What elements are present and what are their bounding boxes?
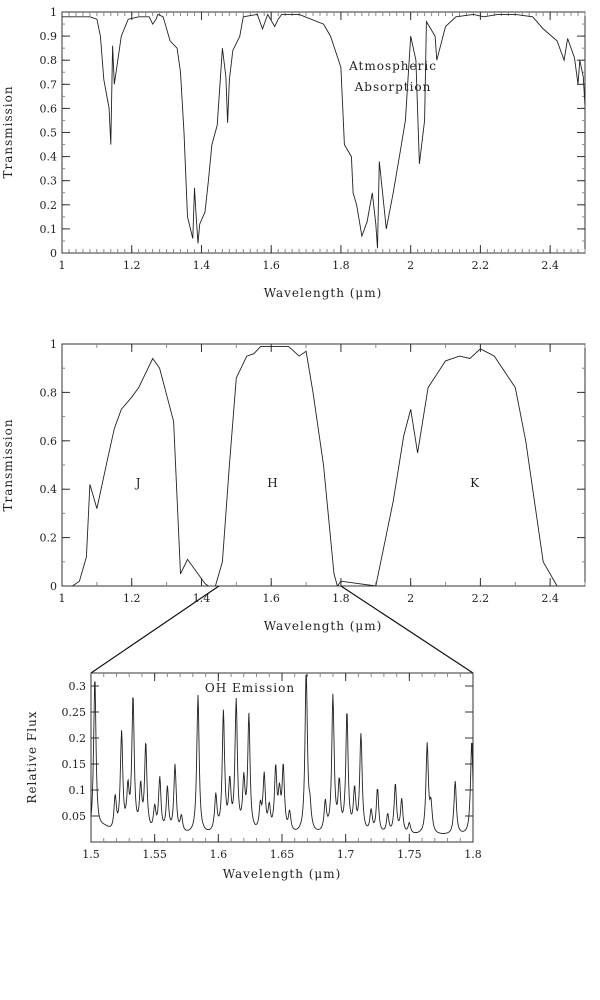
plot3-annotation: OH Emission xyxy=(205,681,295,695)
x-tick-label: 1.2 xyxy=(123,592,141,605)
y-tick-label: 0.05 xyxy=(62,810,87,823)
x-tick-label: 2.2 xyxy=(472,259,490,272)
y-tick-label: 0 xyxy=(50,580,57,593)
y-tick-label: 0.2 xyxy=(69,732,87,745)
x-tick-label: 1 xyxy=(59,259,66,272)
x-tick-label: 2.2 xyxy=(472,592,490,605)
x-tick-label: 1.55 xyxy=(142,848,167,861)
x-tick-label: 2 xyxy=(407,592,414,605)
x-tick-label: 2.4 xyxy=(541,259,559,272)
y-tick-label: 0.2 xyxy=(40,532,58,545)
y-tick-label: 0.6 xyxy=(40,435,58,448)
plot-frame xyxy=(90,672,474,843)
x-tick-label: 1.75 xyxy=(397,848,422,861)
oh-emission-plot: OH Emission Wavelength (μm) Relative Flu… xyxy=(25,672,482,881)
plot1-ylabel: Transmission xyxy=(1,85,15,178)
y-tick-label: 1 xyxy=(50,338,57,351)
band-K-line xyxy=(337,348,558,587)
plot2-ylabel: Transmission xyxy=(1,418,15,511)
zoom-connector-right xyxy=(340,585,474,674)
x-tick-label: 1.6 xyxy=(262,259,280,272)
y-tick-label: 1 xyxy=(50,6,57,19)
plot3-xlabel: Wavelength (μm) xyxy=(223,867,342,881)
y-tick-label: 0.8 xyxy=(40,54,58,67)
x-tick-label: 1.8 xyxy=(332,259,350,272)
x-tick-label: 1.7 xyxy=(337,848,355,861)
y-tick-label: 0.3 xyxy=(69,680,87,693)
y-tick-label: 0.25 xyxy=(62,706,87,719)
plot1-annotation-line1: Atmospheric xyxy=(348,59,437,73)
y-tick-label: 0.2 xyxy=(40,199,58,212)
x-tick-label: 1 xyxy=(59,592,66,605)
x-tick-label: 1.8 xyxy=(332,592,350,605)
band-label-H: H xyxy=(267,476,278,490)
transmission-line xyxy=(62,13,586,249)
plot2-xlabel: Wavelength (μm) xyxy=(264,619,383,633)
band-label-K: K xyxy=(470,476,480,490)
y-tick-label: 0.5 xyxy=(40,127,58,140)
band-J-line xyxy=(72,357,209,587)
band-H-line xyxy=(214,345,338,587)
x-tick-label: 1.2 xyxy=(123,259,141,272)
x-tick-label: 1.4 xyxy=(193,259,211,272)
y-tick-label: 0.8 xyxy=(40,386,58,399)
plot-frame xyxy=(61,11,586,254)
y-tick-label: 0.4 xyxy=(40,483,58,496)
y-tick-label: 0.4 xyxy=(40,151,58,164)
y-tick-label: 0.7 xyxy=(40,78,58,91)
x-tick-label: 2 xyxy=(407,259,414,272)
y-tick-label: 0.6 xyxy=(40,102,58,115)
x-tick-label: 1.6 xyxy=(262,592,280,605)
x-tick-label: 1.5 xyxy=(82,848,100,861)
band-label-J: J xyxy=(134,476,142,490)
oh-emission-line xyxy=(90,673,474,834)
y-tick-label: 0.15 xyxy=(62,758,87,771)
x-tick-label: 2.4 xyxy=(541,592,559,605)
y-tick-label: 0.1 xyxy=(40,223,58,236)
y-tick-label: 0.9 xyxy=(40,30,58,43)
x-tick-label: 1.65 xyxy=(270,848,295,861)
zoom-connector-left xyxy=(90,585,220,674)
x-tick-label: 1.8 xyxy=(464,848,482,861)
y-tick-label: 0.1 xyxy=(69,784,87,797)
x-tick-label: 1.6 xyxy=(210,848,228,861)
y-tick-label: 0 xyxy=(50,247,57,260)
atmospheric-absorption-plot: Atmospheric Absorption Wavelength (μm) T… xyxy=(1,6,586,300)
y-tick-label: 0.3 xyxy=(40,175,58,188)
filter-bands-plot: Wavelength (μm) Transmission 11.21.41.61… xyxy=(1,338,586,674)
plot3-ylabel: Relative Flux xyxy=(25,710,39,803)
plot1-xlabel: Wavelength (μm) xyxy=(264,286,383,300)
plot1-annotation-line2: Absorption xyxy=(354,80,432,94)
